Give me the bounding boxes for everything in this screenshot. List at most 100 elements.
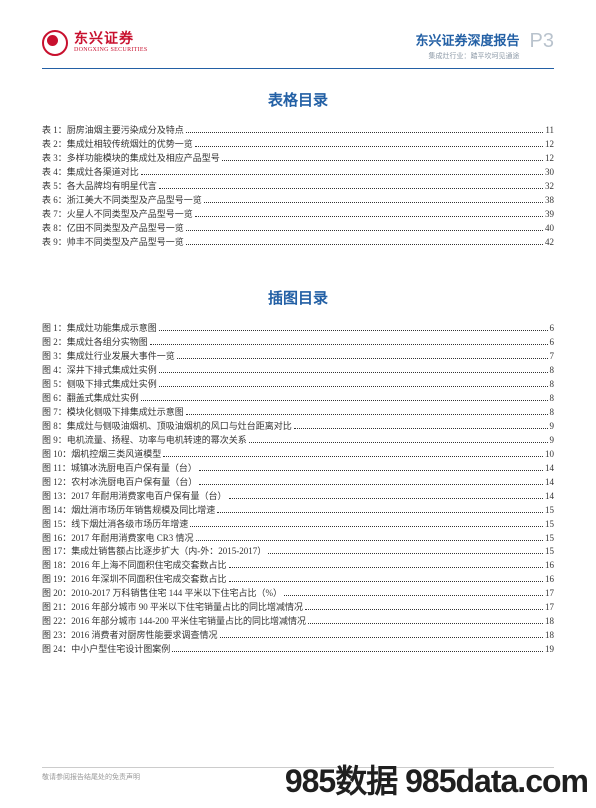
toc-text: 厨房油烟主要污染成分及特点: [67, 124, 184, 138]
toc-dots: [217, 512, 543, 513]
toc-dots: [177, 358, 548, 359]
toc-item: 表 2：集成灶相较传统烟灶的优势一览12: [42, 138, 554, 152]
toc-item: 表 7：火星人不同类型及产品型号一览39: [42, 208, 554, 222]
toc-prefix: 图 11：: [42, 462, 71, 476]
toc-dots: [220, 637, 543, 638]
toc-item: 图 14：烟灶消市场历年销售规模及同比增速15: [42, 504, 554, 518]
toc-text: 集成灶功能集成示意图: [67, 322, 157, 336]
toc-text: 集成灶相较传统烟灶的优势一览: [67, 138, 193, 152]
logo-cn: 东兴证券: [74, 33, 148, 47]
toc-dots: [204, 202, 543, 203]
header-rule: [42, 68, 554, 69]
toc-item: 图 22：2016 年部分城市 144-200 平米住宅销量占比的同比增减情况1…: [42, 615, 554, 629]
toc-dots: [294, 428, 548, 429]
toc-text: 烟灶消市场历年销售规模及同比增速: [71, 504, 215, 518]
toc-prefix: 图 4：: [42, 364, 67, 378]
toc-dots: [163, 456, 543, 457]
toc-dots: [186, 414, 548, 415]
toc-item: 图 21：2016 年部分城市 90 平米以下住宅销量占比的同比增减情况17: [42, 601, 554, 615]
toc-text: 农村冰洗厨电百户保有量（台）: [71, 476, 197, 490]
toc-dots: [141, 174, 543, 175]
toc-text: 2016 年深圳不同面积住宅成交套数占比: [71, 573, 226, 587]
toc-item: 表 5：各大品牌均有明星代言32: [42, 180, 554, 194]
toc-dots: [159, 188, 543, 189]
toc-page: 14: [545, 476, 554, 490]
toc-text: 亿田不同类型及产品型号一览: [67, 222, 184, 236]
toc-prefix: 图 3：: [42, 350, 67, 364]
toc-page: 40: [545, 222, 554, 236]
toc-dots: [190, 526, 543, 527]
toc-prefix: 表 3：: [42, 152, 67, 166]
toc-page: 9: [550, 434, 555, 448]
toc-page: 14: [545, 490, 554, 504]
toc-page: 42: [545, 236, 554, 250]
toc-text: 2016 年部分城市 90 平米以下住宅销量占比的同比增减情况: [71, 601, 303, 615]
toc-prefix: 图 5：: [42, 378, 67, 392]
toc-page: 19: [545, 643, 554, 657]
toc-dots: [186, 244, 543, 245]
toc-prefix: 表 5：: [42, 180, 67, 194]
toc-text: 火星人不同类型及产品型号一览: [67, 208, 193, 222]
toc-prefix: 图 16：: [42, 532, 71, 546]
toc-page: 15: [545, 518, 554, 532]
toc-prefix: 图 7：: [42, 406, 67, 420]
toc-page: 17: [545, 587, 554, 601]
toc-prefix: 表 6：: [42, 194, 67, 208]
toc-page: 9: [550, 420, 555, 434]
toc-prefix: 表 7：: [42, 208, 67, 222]
toc-page: 30: [545, 166, 554, 180]
toc-item: 表 8：亿田不同类型及产品型号一览40: [42, 222, 554, 236]
toc-dots: [308, 623, 543, 624]
footer-text: 敬请参阅报告结尾处的免责声明: [42, 773, 140, 781]
toc-page: 15: [545, 532, 554, 546]
toc-prefix: 图 9：: [42, 434, 67, 448]
toc-text: 2017 年耐用消费家电百户保有量（台）: [71, 490, 226, 504]
toc-dots: [150, 344, 548, 345]
toc-item: 图 4：深井下排式集成灶实例8: [42, 364, 554, 378]
toc-dots: [222, 160, 543, 161]
toc-prefix: 图 2：: [42, 336, 67, 350]
toc-item: 图 8：集成灶与侧吸油烟机、顶吸油烟机的风口与灶台距离对比9: [42, 420, 554, 434]
toc-text: 集成灶与侧吸油烟机、顶吸油烟机的风口与灶台距离对比: [67, 420, 292, 434]
toc-dots: [196, 540, 543, 541]
toc-item: 图 19：2016 年深圳不同面积住宅成交套数占比16: [42, 573, 554, 587]
toc-page: 7: [550, 350, 555, 364]
toc-prefix: 图 18：: [42, 559, 71, 573]
toc-item: 图 10：烟机控烟三类风道模型10: [42, 448, 554, 462]
toc-prefix: 图 19：: [42, 573, 71, 587]
toc-dots: [186, 230, 543, 231]
toc-prefix: 表 2：: [42, 138, 67, 152]
toc-page: 8: [550, 406, 555, 420]
toc-page: 32: [545, 180, 554, 194]
toc-page: 14: [545, 462, 554, 476]
toc-item: 图 20：2010-2017 万科销售住宅 144 平米以下住宅占比（%）17: [42, 587, 554, 601]
toc-item: 表 3：多样功能模块的集成灶及相应产品型号12: [42, 152, 554, 166]
toc-item: 图 1：集成灶功能集成示意图6: [42, 322, 554, 336]
toc-item: 图 9：电机流量、扬程、功率与电机转速的幂次关系9: [42, 434, 554, 448]
toc-text: 线下烟灶消各级市场历年增速: [71, 518, 188, 532]
toc-page: 11: [545, 124, 554, 138]
toc-item: 图 5：侧吸下排式集成灶实例8: [42, 378, 554, 392]
toc-dots: [186, 132, 544, 133]
toc-dots: [159, 386, 548, 387]
page-number: P3: [530, 30, 554, 53]
toc-item: 图 24：中小户型住宅设计图案例19: [42, 643, 554, 657]
toc-item: 表 4：集成灶各渠道对比30: [42, 166, 554, 180]
toc-dots: [141, 400, 548, 401]
toc-prefix: 表 1：: [42, 124, 67, 138]
toc-page: 8: [550, 364, 555, 378]
toc-dots: [195, 216, 543, 217]
toc-text: 帅丰不同类型及产品型号一览: [67, 236, 184, 250]
toc-dots: [159, 372, 548, 373]
toc-prefix: 图 24：: [42, 643, 71, 657]
toc-item: 表 1：厨房油烟主要污染成分及特点 11: [42, 124, 554, 138]
toc-page: 15: [545, 545, 554, 559]
toc-item: 图 23：2016 消费者对厨房性能要求调查情况18: [42, 629, 554, 643]
toc-page: 16: [545, 559, 554, 573]
toc-prefix: 图 23：: [42, 629, 71, 643]
toc-page: 17: [545, 601, 554, 615]
toc-prefix: 图 6：: [42, 392, 67, 406]
toc-item: 图 6：翻盖式集成灶实例8: [42, 392, 554, 406]
toc-text: 浙江美大不同类型及产品型号一览: [67, 194, 202, 208]
toc-dots: [172, 651, 543, 652]
